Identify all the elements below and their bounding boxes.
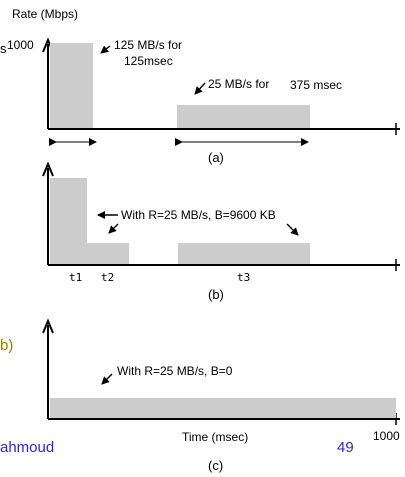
panel-a [42, 37, 400, 146]
constant-rate-bar [50, 398, 396, 418]
slide-text-fragment-s: s [0, 41, 7, 56]
panel-b [42, 161, 400, 271]
y-tick-1000: 1000 [7, 38, 34, 52]
sustained-bar [177, 105, 310, 128]
caption-a: (a) [208, 150, 224, 165]
panel-b-y-axis-arrowhead [42, 161, 54, 177]
burst-bar [50, 43, 93, 128]
x-tick-1000: 1000 [373, 429, 400, 443]
footer-author: ahmoud [0, 439, 55, 456]
bucket-rate-bar-t3 [178, 243, 310, 264]
label-t2: t2 [101, 271, 115, 284]
x-axis-label: Time (msec) [182, 430, 249, 444]
annotation-b-arrow-down-left [108, 223, 119, 234]
sustain-label-left: 25 MB/s for [208, 77, 270, 91]
rate-axis-label: Rate (Mbps) [12, 7, 79, 21]
burst-label-line2: 125msec [124, 54, 173, 68]
bucket-burst-bar [50, 178, 87, 264]
panel-c-y-axis-arrowhead [42, 318, 54, 334]
label-t1: t1 [69, 271, 83, 284]
annotation-b: With R=25 MB/s, B=9600 KB [121, 208, 276, 222]
panel-c [42, 318, 400, 425]
caption-c: (c) [208, 458, 224, 473]
bucket-rate-bar-t2 [87, 243, 129, 264]
footer-page-number: 49 [337, 439, 354, 456]
sustain-pointer-arrow [194, 82, 206, 95]
burst-pointer-arrow [100, 45, 111, 54]
slide-text-fragment-b: b) [0, 337, 14, 354]
annotation-c-arrow [101, 373, 113, 385]
annotation-b-arrow-down-right [286, 223, 299, 236]
sustain-label-right: 375 msec [290, 78, 343, 92]
label-t3: t3 [237, 271, 251, 284]
annotation-c: With R=25 MB/s, B=0 [117, 364, 233, 378]
caption-b: (b) [208, 287, 224, 302]
burst-label-line1: 125 MB/s for [114, 38, 183, 52]
